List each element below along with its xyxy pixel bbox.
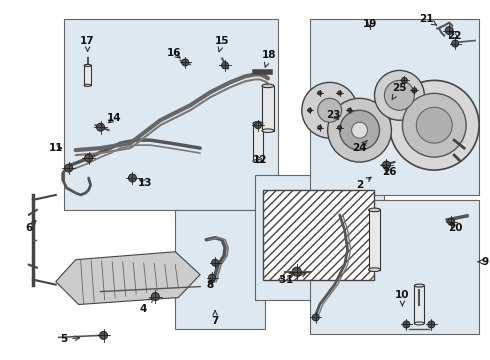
- Bar: [84, 66, 91, 85]
- Text: 2: 2: [356, 177, 371, 190]
- Text: 20: 20: [448, 223, 463, 233]
- Circle shape: [151, 293, 159, 301]
- Bar: [262, 86, 274, 131]
- Text: 4: 4: [140, 298, 153, 315]
- Circle shape: [347, 108, 352, 112]
- Circle shape: [318, 91, 322, 95]
- Ellipse shape: [262, 84, 274, 87]
- Circle shape: [312, 314, 319, 321]
- Circle shape: [308, 108, 312, 112]
- Text: 3: 3: [278, 274, 294, 285]
- Ellipse shape: [368, 268, 380, 271]
- Circle shape: [416, 107, 452, 143]
- Circle shape: [428, 321, 435, 328]
- Text: 14: 14: [107, 113, 122, 123]
- Bar: [415, 285, 424, 323]
- Text: 22: 22: [447, 31, 462, 41]
- Circle shape: [352, 122, 368, 138]
- Ellipse shape: [84, 84, 91, 86]
- Circle shape: [383, 161, 391, 169]
- Text: 11: 11: [49, 143, 63, 153]
- Circle shape: [328, 98, 392, 162]
- Text: 1: 1: [286, 273, 306, 285]
- Bar: [253, 123, 263, 161]
- Circle shape: [221, 62, 228, 69]
- Text: 5: 5: [60, 334, 79, 345]
- Polygon shape: [56, 252, 200, 305]
- Circle shape: [97, 123, 104, 131]
- Circle shape: [293, 267, 301, 276]
- Text: 25: 25: [392, 84, 407, 99]
- Text: 7: 7: [211, 311, 219, 327]
- Circle shape: [254, 122, 262, 129]
- Text: 16: 16: [167, 49, 181, 58]
- Text: 9: 9: [478, 257, 489, 267]
- Circle shape: [390, 80, 479, 170]
- Circle shape: [340, 110, 379, 150]
- Ellipse shape: [253, 159, 263, 163]
- Circle shape: [403, 321, 410, 328]
- Ellipse shape: [368, 208, 380, 212]
- Text: 13: 13: [138, 178, 153, 188]
- Circle shape: [85, 154, 93, 162]
- Text: 24: 24: [352, 140, 368, 153]
- Circle shape: [401, 77, 407, 84]
- Circle shape: [452, 40, 459, 47]
- Circle shape: [338, 91, 342, 95]
- Bar: [255, 175, 385, 300]
- Text: 15: 15: [215, 36, 229, 52]
- Text: 10: 10: [395, 289, 410, 306]
- Bar: [310, 200, 479, 334]
- Bar: [175, 210, 265, 329]
- Circle shape: [182, 59, 189, 66]
- Text: 23: 23: [326, 110, 341, 120]
- Circle shape: [445, 27, 453, 35]
- Circle shape: [212, 259, 219, 266]
- Circle shape: [318, 98, 342, 122]
- Bar: [368, 210, 380, 270]
- Circle shape: [385, 80, 415, 110]
- Circle shape: [374, 71, 424, 120]
- Ellipse shape: [253, 122, 263, 125]
- Circle shape: [448, 219, 455, 225]
- Bar: [263, 190, 374, 280]
- Text: 6: 6: [25, 221, 36, 233]
- Circle shape: [65, 164, 73, 172]
- Circle shape: [318, 126, 322, 130]
- Circle shape: [209, 274, 216, 281]
- Circle shape: [338, 126, 342, 130]
- Text: 17: 17: [80, 36, 95, 51]
- Text: 8: 8: [206, 280, 214, 289]
- Text: 12: 12: [253, 155, 267, 165]
- Circle shape: [302, 82, 358, 138]
- Text: 19: 19: [362, 19, 377, 28]
- Ellipse shape: [415, 284, 424, 287]
- Text: 26: 26: [382, 167, 397, 177]
- Bar: [64, 19, 278, 210]
- Text: 18: 18: [262, 50, 276, 67]
- Ellipse shape: [262, 129, 274, 132]
- Circle shape: [128, 174, 136, 182]
- Ellipse shape: [415, 322, 424, 325]
- Circle shape: [402, 93, 466, 157]
- Circle shape: [99, 332, 107, 339]
- Circle shape: [412, 88, 417, 93]
- Bar: [310, 19, 479, 195]
- Text: 21: 21: [419, 14, 437, 25]
- Ellipse shape: [84, 64, 91, 67]
